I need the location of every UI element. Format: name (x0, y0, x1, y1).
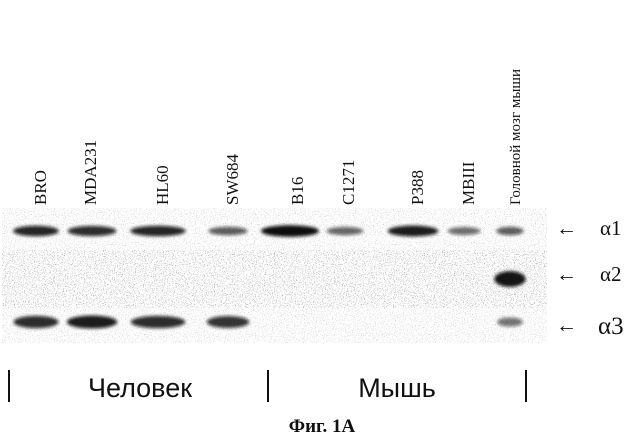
band-a3-lane-1 (13, 316, 58, 328)
band-a1-lane-9 (496, 227, 523, 236)
lane-label-sw684: SW684 (223, 154, 242, 206)
lane-label-hl60: HL60 (153, 165, 172, 205)
group-dividers (9, 370, 526, 402)
marker-arrow-a3: ← (556, 313, 577, 337)
lane-label-bro: BRO (31, 170, 50, 205)
group-label-human: Человек (88, 373, 192, 403)
lane-label-mouse-brain: Головной мозг мыши (508, 69, 524, 205)
lane-label-p388: P388 (408, 170, 427, 205)
band-a1-lane-1 (13, 226, 59, 237)
band-a1-lane-2 (68, 226, 117, 236)
band-a3-lane-9 (497, 317, 523, 326)
marker-arrow-a1: ← (556, 216, 577, 240)
figure-caption: Фиг. 1A (289, 416, 356, 437)
band-a1-lane-4 (208, 227, 247, 236)
band-a3-lane-4 (207, 316, 250, 328)
marker-label-a1: α1 (600, 216, 622, 240)
lane-label-c1271: C1271 (339, 160, 358, 205)
band-markers: ← α1 ← α2 ← α3 (556, 216, 624, 340)
lane-labels: BRO MDA231 HL60 SW684 B16 C1271 P388 MBI… (31, 69, 524, 205)
group-label-mouse: Мышь (358, 373, 436, 403)
band-a1-lane-3 (130, 226, 185, 237)
lane-label-mda231: MDA231 (81, 140, 100, 205)
lane-label-mbiii: MBIII (459, 161, 478, 205)
lane-label-b16: B16 (288, 177, 307, 205)
band-a2-lane-9 (494, 271, 526, 287)
marker-label-a3: α3 (598, 313, 624, 340)
marker-label-a2: α2 (600, 262, 622, 286)
band-a1-lane-8 (448, 227, 481, 235)
marker-arrow-a2: ← (556, 262, 577, 286)
band-a1-lane-7 (388, 226, 438, 237)
band-a3-lane-2 (67, 315, 117, 328)
band-a1-lane-5 (261, 225, 319, 237)
band-a1-lane-6 (327, 227, 364, 235)
band-a3-lane-3 (131, 316, 186, 328)
